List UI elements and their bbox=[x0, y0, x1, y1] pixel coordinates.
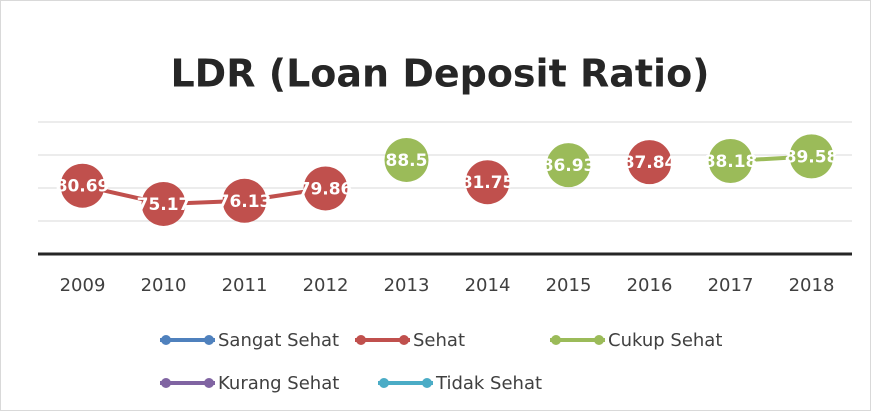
x-tick-label: 2010 bbox=[141, 275, 187, 296]
data-label: 86.93 bbox=[542, 156, 596, 176]
point-marker bbox=[789, 134, 834, 179]
legend-marker bbox=[356, 335, 366, 345]
point-marker bbox=[546, 143, 591, 188]
data-label: 89.58 bbox=[785, 147, 839, 167]
x-tick-label: 2015 bbox=[546, 275, 592, 296]
data-label: 87.84 bbox=[623, 153, 677, 173]
data-label: 76.13 bbox=[218, 192, 272, 212]
point-marker bbox=[465, 160, 510, 205]
x-tick-label: 2016 bbox=[627, 275, 673, 296]
x-tick-label: 2012 bbox=[303, 275, 349, 296]
legend-marker bbox=[399, 335, 409, 345]
x-tick-label: 2017 bbox=[708, 275, 754, 296]
legend-label: Sehat bbox=[413, 330, 465, 351]
x-tick-label: 2011 bbox=[222, 275, 268, 296]
x-tick-label: 2018 bbox=[789, 275, 835, 296]
x-tick-label: 2014 bbox=[465, 275, 511, 296]
legend-marker bbox=[422, 378, 432, 388]
x-tick-label: 2009 bbox=[60, 275, 106, 296]
point-marker bbox=[222, 178, 267, 223]
legend-marker bbox=[161, 335, 171, 345]
point-marker bbox=[141, 181, 186, 226]
legend-marker bbox=[379, 378, 389, 388]
point-marker bbox=[627, 140, 672, 185]
legend-marker bbox=[204, 335, 214, 345]
data-label: 80.69 bbox=[56, 177, 110, 197]
data-label: 81.75 bbox=[461, 173, 515, 193]
data-label: 88.5 bbox=[386, 151, 428, 171]
legend-label: Sangat Sehat bbox=[218, 330, 339, 351]
x-tick-label: 2013 bbox=[384, 275, 430, 296]
legend-label: Cukup Sehat bbox=[608, 330, 722, 351]
data-label: 88.18 bbox=[704, 152, 758, 172]
point-marker bbox=[303, 166, 348, 211]
legend-marker bbox=[594, 335, 604, 345]
legend-marker bbox=[161, 378, 171, 388]
data-label: 79.86 bbox=[299, 179, 353, 199]
legend-marker bbox=[204, 378, 214, 388]
chart-title: LDR (Loan Deposit Ratio) bbox=[170, 52, 709, 96]
legend-label: Kurang Sehat bbox=[218, 373, 339, 394]
point-marker bbox=[384, 137, 429, 182]
legend-marker bbox=[551, 335, 561, 345]
data-label: 75.17 bbox=[137, 195, 191, 215]
point-marker bbox=[60, 163, 105, 208]
point-marker bbox=[708, 139, 753, 184]
legend-label: Tidak Sehat bbox=[435, 373, 542, 394]
